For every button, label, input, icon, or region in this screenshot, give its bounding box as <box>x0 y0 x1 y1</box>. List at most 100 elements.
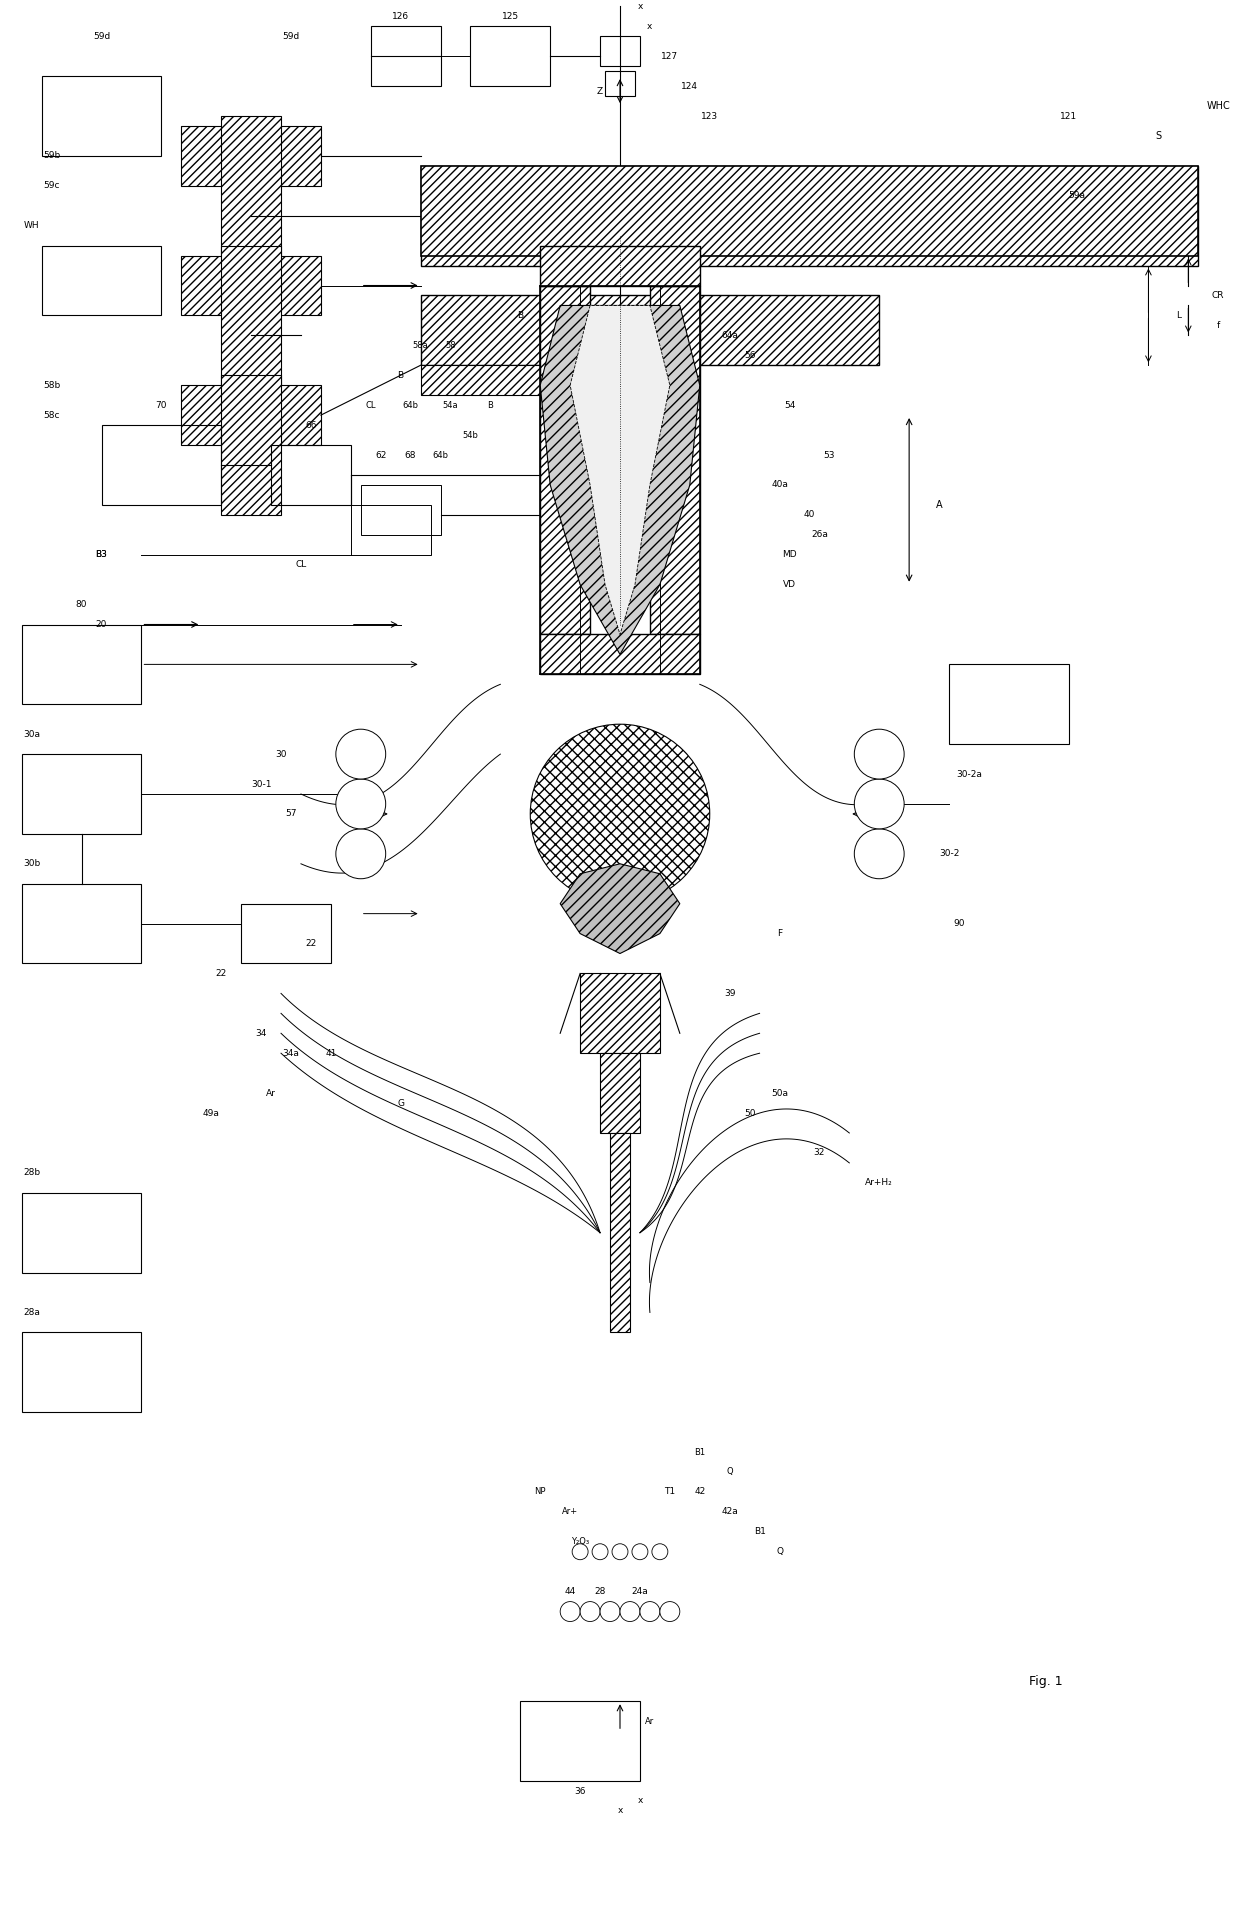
Text: x: x <box>637 2 642 12</box>
Text: B3: B3 <box>95 551 108 558</box>
Text: x: x <box>647 21 652 31</box>
Circle shape <box>632 1544 649 1559</box>
Text: Ar: Ar <box>645 1718 655 1725</box>
Text: 59a: 59a <box>1069 191 1086 201</box>
Text: T1: T1 <box>665 1488 676 1497</box>
Bar <box>221 375 281 514</box>
Bar <box>541 634 699 674</box>
Text: 42: 42 <box>694 1488 706 1497</box>
Text: 26a: 26a <box>811 529 828 539</box>
Bar <box>272 444 351 504</box>
Bar <box>22 624 141 705</box>
Text: Q: Q <box>727 1468 733 1476</box>
Text: 36: 36 <box>574 1787 585 1795</box>
Bar <box>241 904 331 964</box>
Text: Q: Q <box>776 1548 782 1557</box>
Circle shape <box>854 728 904 779</box>
Text: 59d: 59d <box>283 31 300 41</box>
Circle shape <box>572 1544 588 1559</box>
Text: WHC: WHC <box>1207 100 1230 110</box>
Bar <box>420 166 1198 255</box>
Bar <box>600 1053 640 1132</box>
Bar <box>181 384 321 444</box>
Text: CL: CL <box>295 560 306 570</box>
Text: F: F <box>777 929 782 939</box>
Text: 50: 50 <box>744 1109 755 1117</box>
Circle shape <box>580 1602 600 1621</box>
Circle shape <box>336 829 386 879</box>
Bar <box>181 126 321 185</box>
Polygon shape <box>560 864 680 954</box>
Bar <box>420 296 879 365</box>
Text: 58: 58 <box>445 340 456 350</box>
Text: 30a: 30a <box>24 730 40 738</box>
Bar <box>42 245 161 315</box>
Bar <box>949 665 1069 744</box>
Circle shape <box>336 728 386 779</box>
Text: 57: 57 <box>285 810 296 819</box>
Text: NP: NP <box>534 1488 546 1497</box>
Text: Y₂O₃: Y₂O₃ <box>572 1538 589 1546</box>
Text: B1: B1 <box>754 1528 765 1536</box>
Text: WH: WH <box>24 220 40 230</box>
Text: L: L <box>1176 311 1180 321</box>
Text: 20: 20 <box>95 620 107 630</box>
Text: 66: 66 <box>305 421 316 429</box>
Text: CL: CL <box>366 400 376 410</box>
Text: 50a: 50a <box>771 1088 789 1097</box>
Text: 30b: 30b <box>24 860 41 867</box>
Text: 34: 34 <box>255 1028 267 1037</box>
Text: A: A <box>936 500 942 510</box>
Text: 59c: 59c <box>43 182 60 191</box>
Bar <box>521 1702 640 1781</box>
Bar <box>102 425 221 504</box>
Text: Ar+H₂: Ar+H₂ <box>866 1179 893 1188</box>
Text: 30-2: 30-2 <box>939 850 960 858</box>
Text: 28b: 28b <box>24 1169 41 1177</box>
Text: 54a: 54a <box>443 400 459 410</box>
Text: x: x <box>637 1797 642 1806</box>
Text: 70: 70 <box>155 400 167 410</box>
Bar <box>420 166 1198 265</box>
Bar <box>221 116 281 255</box>
Bar <box>22 1192 141 1273</box>
Text: 58c: 58c <box>43 412 60 419</box>
Bar <box>650 286 699 634</box>
Bar <box>181 255 321 315</box>
Polygon shape <box>570 305 670 634</box>
Text: B: B <box>487 400 494 410</box>
Text: 90: 90 <box>954 920 965 927</box>
Text: 40a: 40a <box>771 481 787 489</box>
Text: 126: 126 <box>392 12 409 21</box>
Text: 64a: 64a <box>722 330 738 340</box>
Text: 54: 54 <box>784 400 795 410</box>
Bar <box>580 974 660 1053</box>
Text: 30-2a: 30-2a <box>956 769 982 779</box>
Text: 124: 124 <box>681 81 698 91</box>
Circle shape <box>613 1544 627 1559</box>
Text: S: S <box>1156 131 1162 141</box>
Text: 41: 41 <box>325 1049 336 1057</box>
Circle shape <box>600 1602 620 1621</box>
Text: 56: 56 <box>744 352 755 359</box>
Text: 62: 62 <box>374 450 387 460</box>
Text: CR: CR <box>1211 292 1224 299</box>
Bar <box>470 27 551 87</box>
Text: f: f <box>1216 321 1220 330</box>
Text: 34a: 34a <box>283 1049 299 1057</box>
Bar <box>22 753 141 835</box>
Circle shape <box>652 1544 668 1559</box>
Text: G: G <box>397 1099 404 1107</box>
Bar <box>420 365 541 396</box>
Bar <box>351 504 430 554</box>
Text: 42a: 42a <box>722 1507 738 1517</box>
Text: Ar: Ar <box>267 1088 277 1097</box>
Bar <box>361 485 440 535</box>
Circle shape <box>854 829 904 879</box>
Text: 68: 68 <box>405 450 417 460</box>
Text: B: B <box>398 371 404 381</box>
Bar <box>541 286 590 634</box>
Polygon shape <box>541 305 699 655</box>
Text: 59b: 59b <box>43 151 61 160</box>
Text: 40: 40 <box>804 510 815 520</box>
